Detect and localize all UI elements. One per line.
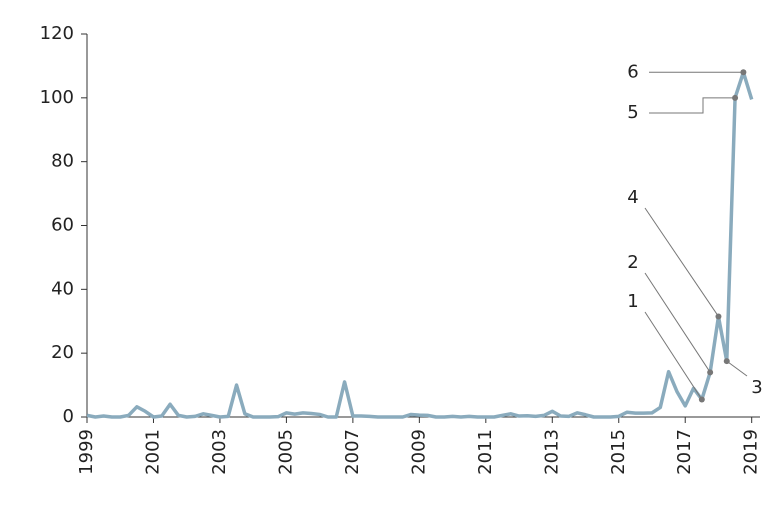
point-label: 1	[627, 291, 638, 312]
x-tick-label: 2013	[541, 429, 562, 475]
point-label: 6	[627, 61, 638, 82]
x-tick-label: 2005	[275, 429, 296, 475]
point-label: 2	[627, 252, 638, 273]
x-tick-label: 2015	[608, 429, 629, 475]
point-label: 5	[627, 102, 638, 123]
point-marker	[723, 358, 730, 365]
y-tick-label: 20	[51, 342, 74, 363]
x-tick-label: 2003	[209, 429, 230, 475]
leader-line	[644, 272, 711, 373]
x-tick-label: 2017	[674, 429, 695, 475]
y-tick-label: 60	[51, 215, 74, 236]
point-marker	[740, 69, 747, 76]
y-tick-label: 100	[40, 87, 74, 108]
y-tick-label: 120	[40, 23, 74, 44]
point-label: 4	[627, 187, 638, 208]
x-tick-label: 2001	[142, 429, 163, 475]
point-marker	[698, 396, 705, 403]
leader-line	[644, 311, 703, 400]
leader-line	[649, 97, 736, 114]
y-tick-label: 40	[51, 278, 74, 299]
x-tick-label: 2019	[741, 429, 762, 475]
point-marker	[707, 369, 714, 376]
point-label: 3	[751, 377, 762, 398]
x-tick-label: 2009	[408, 429, 429, 475]
x-tick-label: 1999	[76, 429, 97, 475]
y-tick-label: 80	[51, 151, 74, 172]
x-tick-label: 2007	[342, 429, 363, 475]
line	[86, 70, 754, 419]
leader-line	[726, 360, 748, 377]
point-marker	[715, 313, 722, 320]
point-marker	[732, 94, 739, 101]
leader-line	[644, 207, 719, 317]
y-tick-label: 0	[63, 406, 74, 427]
x-tick-label: 2011	[475, 429, 496, 475]
